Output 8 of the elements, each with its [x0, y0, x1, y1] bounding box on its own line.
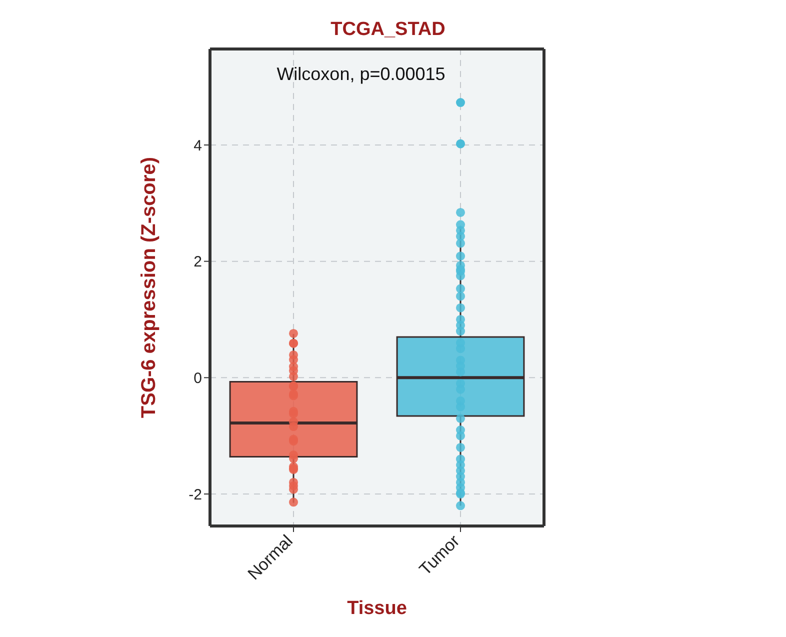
annotation: Wilcoxon, p=0.00015 [276, 64, 446, 85]
chart-title: TCGA_STAD [330, 18, 446, 42]
y-tick-label: 4 [194, 137, 202, 154]
x-axis-title: Tissue [347, 598, 407, 619]
y-tick-label: 0 [194, 370, 202, 387]
y-tick-label: 2 [194, 254, 202, 271]
y-axis-title: TSG-6 expression (Z-score) [138, 156, 160, 418]
y-tick-label: -2 [188, 486, 202, 504]
